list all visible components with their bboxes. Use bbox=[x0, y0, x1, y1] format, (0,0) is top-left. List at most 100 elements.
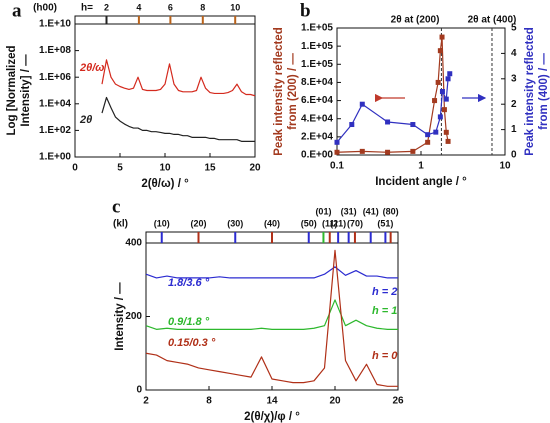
marker-title: (kl) bbox=[113, 219, 128, 230]
series-line bbox=[145, 266, 398, 279]
x-tick-label: 0 bbox=[72, 163, 78, 174]
series-line bbox=[101, 96, 255, 142]
data-point bbox=[385, 149, 391, 155]
marker-strip bbox=[74, 15, 256, 25]
marker-prefix: h= bbox=[81, 3, 93, 14]
data-point bbox=[445, 76, 451, 82]
axis-label: Log [Normalized bbox=[6, 45, 18, 135]
y-tick-label: 0.E+00 bbox=[301, 150, 333, 161]
axis-label: Intensity] / — bbox=[20, 54, 32, 127]
reference-label: 2θ at (400) bbox=[468, 15, 517, 26]
data-point bbox=[443, 129, 449, 135]
x-tick-label: 15 bbox=[204, 163, 216, 174]
y2-tick-label: 3 bbox=[511, 73, 517, 84]
data-point bbox=[385, 119, 391, 125]
y-tick-label: 6.E+04 bbox=[301, 95, 333, 106]
x-tick-label: 0.1 bbox=[330, 161, 344, 172]
plot-frame bbox=[336, 27, 506, 156]
x-tick-label: 20 bbox=[249, 163, 261, 174]
x-tick-label: 2 bbox=[143, 396, 149, 407]
reference-label: 2θ at (200) bbox=[391, 15, 440, 26]
peak-marker-label: (70) bbox=[347, 218, 363, 228]
y-tick-label: 1.E+05 bbox=[301, 23, 333, 34]
series-label: h = 0 bbox=[372, 350, 398, 362]
data-point bbox=[433, 129, 439, 135]
data-point bbox=[425, 132, 431, 138]
y-tick-label: 1.E+05 bbox=[301, 59, 333, 70]
y-tick-label: 200 bbox=[125, 311, 142, 322]
x-axis-label: Incident angle / ° bbox=[375, 176, 467, 188]
series-line bbox=[145, 299, 398, 330]
data-point bbox=[439, 34, 445, 40]
y-tick-label: 2.E+04 bbox=[301, 131, 333, 142]
peak-marker-label: (50) bbox=[301, 218, 317, 228]
y2-tick-label: 1 bbox=[511, 124, 517, 135]
data-point bbox=[334, 149, 340, 155]
y-tick-label: 8.E+04 bbox=[301, 77, 333, 88]
y-tick-label: 1.E+02 bbox=[39, 125, 71, 136]
panel-label: c bbox=[112, 196, 120, 217]
marker-title: (h00) bbox=[33, 3, 57, 14]
data-point bbox=[410, 148, 416, 154]
panel-label: a bbox=[12, 0, 22, 21]
y-tick-label: 1.E+04 bbox=[39, 98, 71, 109]
data-point bbox=[437, 114, 443, 120]
x-tick-label: 20 bbox=[329, 396, 341, 407]
peak-marker-label: (51) bbox=[377, 218, 393, 228]
peak-marker-label: (01) bbox=[315, 206, 331, 216]
series-label: h = 2 bbox=[372, 286, 397, 298]
axis-label: Intensity / — bbox=[114, 282, 126, 351]
y2-tick-label: 5 bbox=[511, 23, 517, 34]
series-label: 2θ/ω bbox=[79, 62, 105, 74]
x-tick-label: 5 bbox=[117, 163, 123, 174]
data-point bbox=[359, 101, 365, 107]
axis-label: Peak intensity reflected bbox=[524, 27, 536, 155]
peak-marker-label: 8 bbox=[200, 2, 205, 12]
data-point bbox=[443, 96, 449, 102]
peak-marker-label: 10 bbox=[230, 2, 240, 12]
y-tick-label: 1.E+08 bbox=[39, 45, 71, 56]
data-point bbox=[441, 107, 447, 113]
peak-marker-label: (10) bbox=[154, 218, 170, 228]
y2-tick-label: 4 bbox=[511, 48, 517, 59]
y-tick-label: 1.E+00 bbox=[39, 152, 71, 163]
y-tick-label: 1.E+05 bbox=[301, 41, 333, 52]
peak-marker-label: (41) bbox=[363, 206, 379, 216]
x-tick-label: 1 bbox=[418, 161, 424, 172]
peak-marker-label: 4 bbox=[136, 2, 141, 12]
data-point bbox=[334, 139, 340, 145]
peak-marker-label: (80) bbox=[383, 206, 399, 216]
x-tick-label: 26 bbox=[392, 396, 404, 407]
series-line bbox=[145, 249, 398, 387]
x-axis-label: 2(θ/ω) / ° bbox=[141, 178, 189, 190]
data-point bbox=[432, 98, 438, 104]
peak-marker-label: (31) bbox=[341, 206, 357, 216]
series-line bbox=[336, 73, 451, 143]
y-tick-label: 1.E+06 bbox=[39, 72, 71, 83]
series-label: h = 1 bbox=[372, 305, 397, 317]
series-label: 2θ bbox=[79, 114, 92, 126]
data-point bbox=[410, 122, 416, 128]
peak-marker-label: 2 bbox=[104, 2, 109, 12]
data-point bbox=[439, 89, 445, 94]
peak-marker-label: (20) bbox=[190, 218, 206, 228]
y-tick-label: 4.E+04 bbox=[301, 113, 333, 124]
data-point bbox=[437, 48, 443, 54]
peak-marker-label: (11) bbox=[322, 218, 338, 228]
data-point bbox=[445, 138, 451, 144]
y-tick-label: 1.E+10 bbox=[39, 19, 71, 30]
axis-label: Peak intensity reflected bbox=[273, 27, 285, 155]
x-tick-label: 10 bbox=[499, 161, 511, 172]
y-tick-label: 400 bbox=[125, 238, 142, 249]
data-point bbox=[435, 79, 441, 85]
peak-marker-label: 6 bbox=[168, 2, 173, 12]
annotation: 0.15/0.3 ° bbox=[168, 337, 216, 349]
annotation: 0.9/1.8 ° bbox=[168, 316, 210, 328]
peak-marker-label: (30) bbox=[227, 218, 243, 228]
y-tick-label: 0 bbox=[136, 385, 142, 396]
peak-marker-label: (21) bbox=[330, 218, 346, 228]
x-tick-label: 10 bbox=[159, 163, 171, 174]
x-tick-label: 8 bbox=[206, 396, 212, 407]
data-point bbox=[349, 122, 355, 128]
